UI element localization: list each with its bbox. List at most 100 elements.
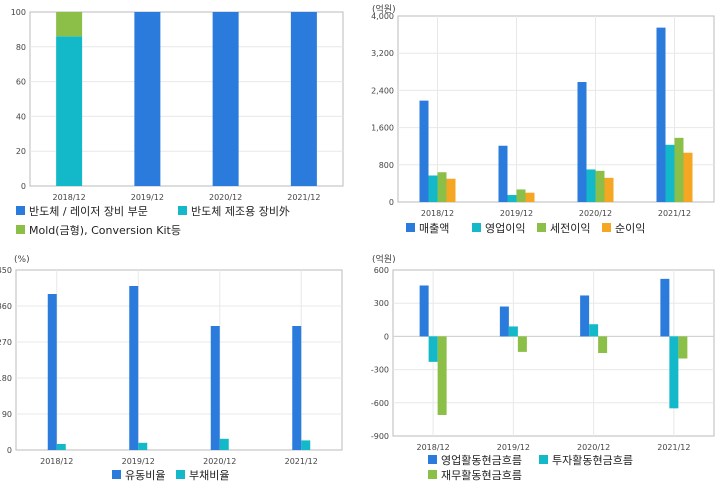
bar-4 <box>604 177 614 202</box>
y-tick-label: 800 <box>379 161 394 170</box>
y-tick-label: 90 <box>2 410 12 419</box>
bar-3 <box>674 137 684 202</box>
bar-1 <box>47 294 57 450</box>
legend-swatch <box>539 455 548 464</box>
y-tick-label: 1,600 <box>371 124 394 133</box>
chart-income: (억원) 0 800 1,600 2,400 3,200 4,000 2018/12 2019/… <box>371 3 715 235</box>
bar-3 <box>595 170 605 202</box>
bar-3 <box>516 189 526 202</box>
legend-swatch <box>178 206 187 215</box>
bar-2 <box>138 442 148 450</box>
legend-swatch <box>537 223 546 232</box>
bar-1 <box>212 12 239 186</box>
y-tick-label: -600 <box>371 399 389 408</box>
legend-label: 유동비율 <box>125 469 165 482</box>
legend-swatch <box>406 223 415 232</box>
bar-1 <box>419 100 429 202</box>
legend-label: 세전이익 <box>550 222 590 235</box>
legend-label: 반도체 제조용 장비外 <box>191 205 290 218</box>
bar-1 <box>210 326 220 450</box>
legend-item[interactable]: Mold(금형), Conversion Kit등 <box>16 224 181 237</box>
x-tick-label: 2021/12 <box>657 443 690 452</box>
legend-swatch <box>472 223 481 232</box>
legend-item[interactable]: 부채비율 <box>176 469 229 482</box>
unit-label: (억원) <box>372 3 396 15</box>
y-tick-label: 180 <box>0 374 12 383</box>
legend-label: 순이익 <box>615 222 645 235</box>
legend-item[interactable]: 반도체 / 레이저 장비 부문 <box>16 205 148 218</box>
bar-4 <box>683 152 693 202</box>
y-tick-label: 360 <box>0 302 12 311</box>
x-tick-label: 2021/12 <box>285 457 318 466</box>
legend-item[interactable]: 영업이익 <box>472 222 525 235</box>
bar-3 <box>517 336 527 352</box>
x-tick-label: 2018/12 <box>417 443 450 452</box>
bar-1 <box>577 82 587 202</box>
legend-label: 영업활동현금흐름 <box>441 453 522 467</box>
bar-1 <box>580 295 590 337</box>
chart-segment-mix: 0 20 40 60 80 100 2018/12 2019/12 2020/12 2021/12… <box>11 8 344 237</box>
legend-item[interactable]: 매출액 <box>406 222 449 235</box>
bar-1 <box>290 12 317 186</box>
bar-1 <box>498 145 508 202</box>
legend-item[interactable]: 반도체 제조용 장비外 <box>178 205 290 218</box>
bar-1 <box>419 285 429 337</box>
bar-1 <box>292 326 302 450</box>
y-tick-label: 270 <box>0 338 12 347</box>
x-tick-label: 2019/12 <box>497 443 530 452</box>
y-tick-label: -900 <box>371 432 389 441</box>
bar-1 <box>499 306 509 337</box>
bar-2 <box>508 326 518 337</box>
y-tick-label: 0 <box>389 198 394 207</box>
y-tick-label: 4,000 <box>371 12 394 21</box>
legend-item[interactable]: 순이익 <box>602 222 645 235</box>
bar-4 <box>446 178 456 202</box>
bar-2 <box>586 169 596 202</box>
legend-label: 재무활동현금흐름 <box>441 468 522 482</box>
bar-3 <box>437 172 447 202</box>
bar-3 <box>598 336 608 353</box>
bar-2 <box>428 336 438 362</box>
legend-swatch <box>428 455 437 464</box>
bar-2 <box>56 444 66 450</box>
bar-1 <box>134 12 161 186</box>
x-tick-label: 2021/12 <box>287 193 320 202</box>
bar-2 <box>665 144 675 202</box>
y-tick-label: 20 <box>16 147 26 156</box>
legend-item[interactable]: 유동비율 <box>112 469 165 482</box>
bar-4 <box>525 192 535 202</box>
legend-item[interactable]: 재무활동현금흐름 <box>428 468 522 482</box>
y-tick-label: 0 <box>7 446 12 455</box>
chart-cashflow: (억원) -900 -600 -300 0 300 600 2018/12 2019/12 202… <box>371 253 715 482</box>
legend-swatch <box>16 225 25 234</box>
x-tick-label: 2020/12 <box>203 457 236 466</box>
legend-item[interactable]: 투자활동현금흐름 <box>539 453 633 467</box>
plot-frame <box>15 269 343 451</box>
legend-item[interactable]: 영업활동현금흐름 <box>428 453 522 467</box>
y-tick-label: 0 <box>21 182 26 191</box>
legend-label: 영업이익 <box>485 222 525 235</box>
y-tick-label: 3,200 <box>371 49 394 58</box>
y-tick-label: 80 <box>16 43 26 52</box>
bar-2 <box>589 324 599 337</box>
legend-label: 투자활동현금흐름 <box>552 453 633 467</box>
y-tick-label: 450 <box>0 266 12 275</box>
legend-label: Mold(금형), Conversion Kit등 <box>29 224 181 237</box>
x-tick-label: 2018/12 <box>40 457 73 466</box>
x-tick-label: 2018/12 <box>53 193 86 202</box>
bar-2 <box>219 438 229 450</box>
legend-swatch <box>112 470 121 479</box>
bar-3 <box>678 336 688 359</box>
y-tick-label: 0 <box>384 332 389 341</box>
bar-2 <box>428 175 438 202</box>
bar-2 <box>56 36 83 186</box>
chart-ratios: (%) 0 90 180 270 360 450 2018/12 2019/12 2020/12 2… <box>0 255 343 482</box>
x-tick-label: 2018/12 <box>421 209 454 218</box>
x-tick-label: 2021/12 <box>658 209 691 218</box>
bar-2 <box>301 440 311 450</box>
unit-label: (%) <box>14 255 30 265</box>
legend-item[interactable]: 세전이익 <box>537 222 590 235</box>
y-tick-label: 2,400 <box>371 86 394 95</box>
y-tick-label: -300 <box>371 366 389 375</box>
